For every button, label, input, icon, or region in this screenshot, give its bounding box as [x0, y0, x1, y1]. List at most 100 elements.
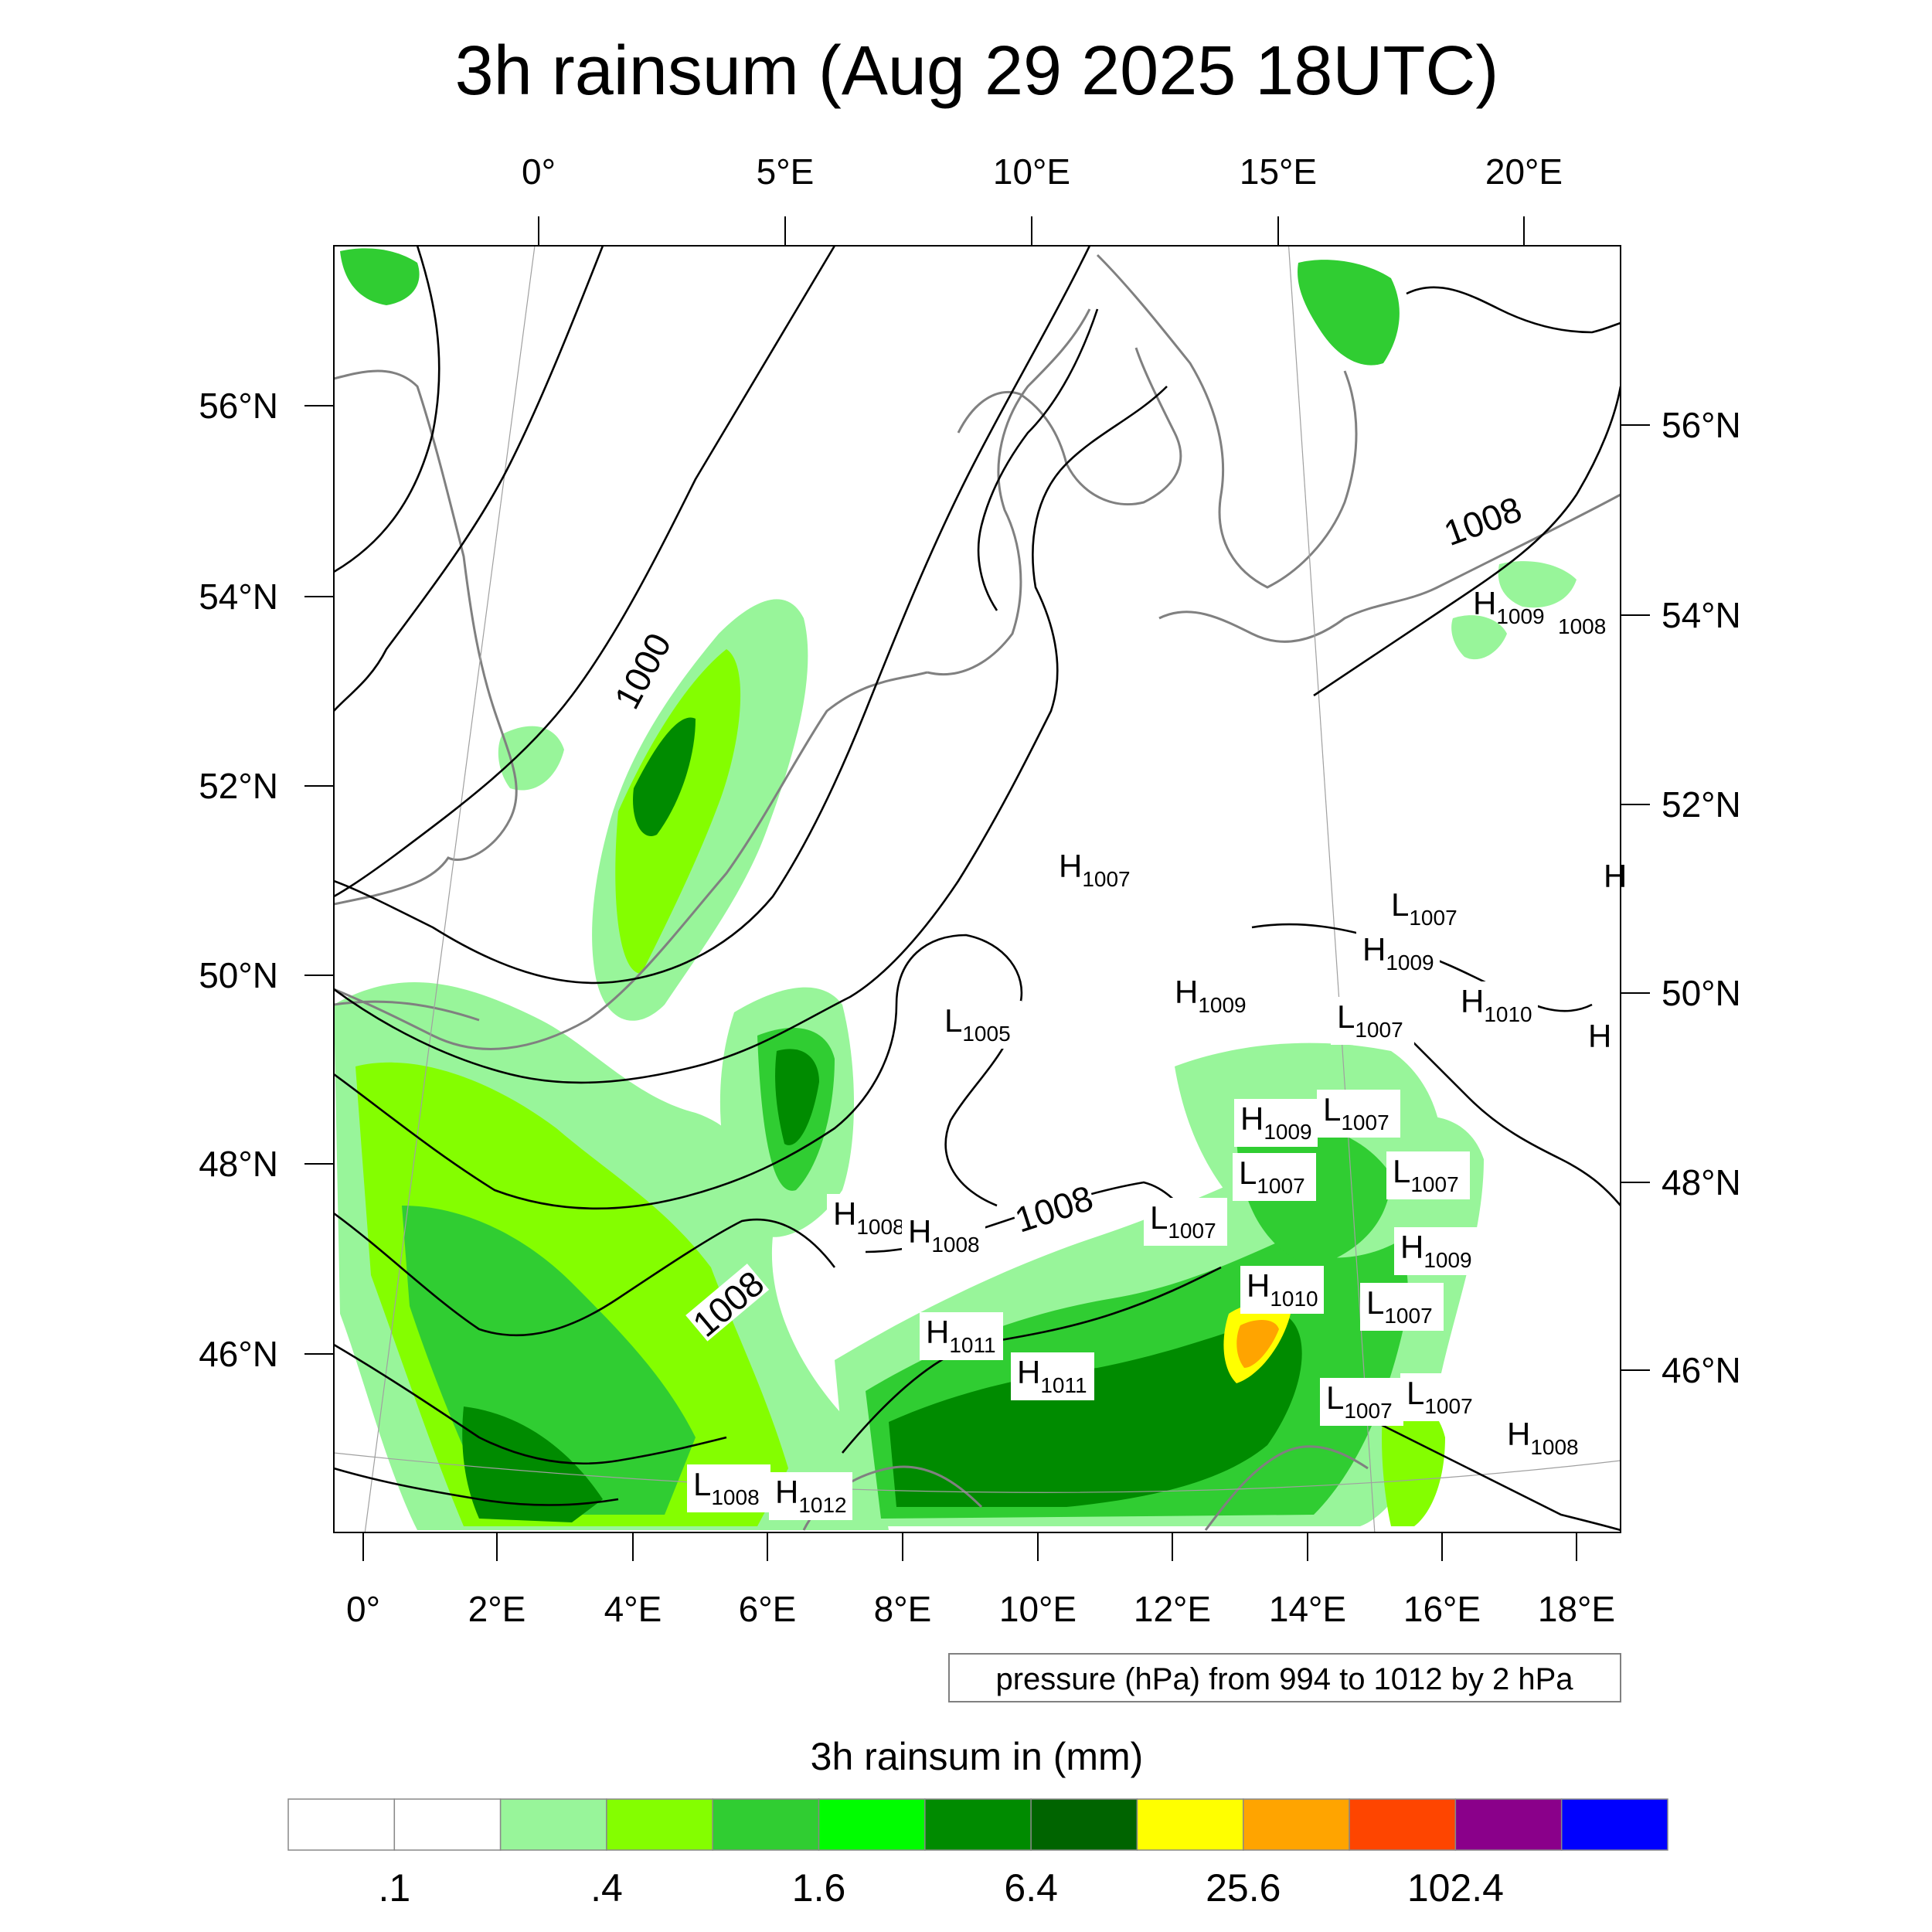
graticule-45n [334, 1452, 1621, 1493]
pressure-center-bg [1234, 1099, 1318, 1147]
isobar-1008-east [1313, 386, 1621, 697]
rain-area-north-sea-core [615, 649, 741, 974]
colorbar-label: 25.6 [1206, 1866, 1281, 1910]
pressure-center-text: L1007 [1150, 1199, 1216, 1243]
bottom-longitude-labels: 0° 2°E 4°E 6°E 8°E 10°E 12°E 14°E 16°E 18°E [346, 1532, 1615, 1629]
pressure-center-text: H1009 [1400, 1229, 1472, 1272]
pressure-center-label: H1009 [1394, 1227, 1478, 1275]
isobar-nw-1 [334, 246, 440, 573]
graticule-0 [364, 246, 536, 1532]
pressure-center-bg [1501, 1414, 1584, 1462]
pressure-center-text: L1007 [1323, 1091, 1389, 1134]
colorbar-swatch [1136, 1798, 1244, 1851]
pressure-center-text: H1011 [1017, 1354, 1087, 1397]
pressure-center-bg [1356, 930, 1440, 978]
isobar-ne [1406, 286, 1621, 334]
top-lon-label: 15°E [1240, 151, 1317, 192]
isobar-east-1 [1251, 923, 1593, 1012]
pressure-center-type: H [833, 1196, 856, 1232]
contour-info-frame [948, 1653, 1621, 1702]
colorbar-label: 102.4 [1407, 1866, 1504, 1910]
pressure-center-type: H [1059, 848, 1082, 884]
top-lon-label: 10°E [993, 151, 1070, 192]
pressure-center-value: 1005 [962, 1022, 1010, 1046]
pressure-center-type: L [1337, 998, 1355, 1035]
bottom-lon-label: 0° [346, 1589, 380, 1629]
pressure-center-label: H1008 [902, 1212, 985, 1260]
colorbar-swatch [393, 1798, 502, 1851]
pressure-center-value: 1012 [798, 1493, 846, 1517]
colorbar-label: .1 [378, 1866, 410, 1910]
pressure-center-bg [1011, 1352, 1094, 1400]
pressure-center-type: H [1017, 1354, 1040, 1390]
pressure-center-type: H [1175, 974, 1198, 1010]
right-lat-label: 52°N [1662, 784, 1741, 825]
bottom-lon-label: 16°E [1403, 1589, 1481, 1629]
pressure-center-value: 1010 [1270, 1287, 1318, 1311]
top-lon-label: 5°E [757, 151, 815, 192]
colorbar-tick-labels: .1 .4 1.6 6.4 25.6 102.4 [378, 1866, 1503, 1910]
pressure-center-type: H [775, 1474, 798, 1510]
pressure-center-label: L1008 [687, 1464, 770, 1512]
pressure-center-type: H [1588, 1018, 1611, 1054]
pressure-center-value: 1009 [1423, 1248, 1471, 1272]
left-lat-label: 56°N [199, 386, 278, 426]
isobar-south-2 [334, 1467, 619, 1506]
pressure-center-text: L1007 [1239, 1155, 1305, 1198]
pressure-center-label: L1007 [1320, 1378, 1403, 1426]
contour-label-box-1008-east [1438, 489, 1526, 549]
rain-area-north-sea-dark [633, 717, 696, 836]
pressure-center-label: L1007 [1400, 1373, 1484, 1421]
pressure-center-type: L [1391, 886, 1409, 923]
pressure-center-label: H1010 [1240, 1266, 1324, 1314]
pressure-center-text: H1010 [1461, 983, 1532, 1026]
pressure-center-label: L1007 [1360, 1283, 1444, 1331]
pressure-center-value: 1008 [1530, 1435, 1578, 1459]
pressure-center-value: 1008 [1558, 614, 1606, 638]
top-lon-label: 20°E [1485, 151, 1563, 192]
pressure-center-value: 1009 [1386, 951, 1434, 975]
pressure-center-label: H1011 [1011, 1352, 1094, 1400]
isobar-east-2 [1375, 1004, 1621, 1206]
figure-title: 3h rainsum (Aug 29 2025 18UTC) [455, 32, 1499, 110]
pressure-center-label: H1011 [920, 1312, 1003, 1360]
pressure-center-value: 1009 [1198, 993, 1246, 1017]
pressure-center-bg [687, 1464, 770, 1512]
pressure-center-label: L1005 [938, 1001, 1022, 1049]
top-lon-label: 0° [522, 151, 556, 192]
isobars [334, 246, 1621, 1532]
pressure-center-label: 1008 [1558, 614, 1606, 638]
pressure-center-value: 1008 [856, 1215, 904, 1239]
right-lat-label: 54°N [1662, 595, 1741, 635]
pressure-center-label: H1007 [1059, 848, 1131, 891]
pressure-center-value: 1007 [1341, 1111, 1389, 1134]
pressure-center-type: H [1400, 1229, 1423, 1265]
rain-area-north-baltic [1298, 260, 1400, 366]
pressure-center-value: 1007 [1410, 1172, 1458, 1196]
colorbar-swatch [1243, 1798, 1350, 1851]
pressure-center-text: H1012 [775, 1474, 847, 1517]
rain-area-france-dark [462, 1406, 603, 1522]
pressure-center-value: 1010 [1484, 1002, 1532, 1026]
pressure-center-type: L [693, 1466, 711, 1502]
colorbar-swatch [818, 1798, 926, 1851]
pressure-center-type: H [1247, 1267, 1270, 1304]
colorbar-swatch [287, 1798, 396, 1851]
pressure-center-text: H1008 [908, 1213, 980, 1257]
right-lat-label: 46°N [1662, 1350, 1741, 1390]
pressure-center-text: L1007 [1391, 886, 1458, 930]
pressure-center-text: H1010 [1247, 1267, 1318, 1311]
pressure-center-label: H1008 [827, 1194, 910, 1242]
isobar-1008-west [334, 1212, 836, 1337]
pressure-center-text: H1009 [1362, 931, 1434, 975]
pressure-center-text: L1008 [693, 1466, 760, 1509]
pressure-center-type: H [1362, 931, 1386, 968]
pressure-center-bg [1168, 972, 1252, 1020]
pressure-center-value: 1011 [949, 1333, 995, 1357]
colorbar-swatch [712, 1798, 820, 1851]
pressure-center-value: 1007 [1257, 1174, 1304, 1198]
left-lat-label: 54°N [199, 577, 278, 617]
pressure-center-label: H1010 [1454, 981, 1538, 1029]
left-lat-label: 48°N [199, 1144, 278, 1184]
